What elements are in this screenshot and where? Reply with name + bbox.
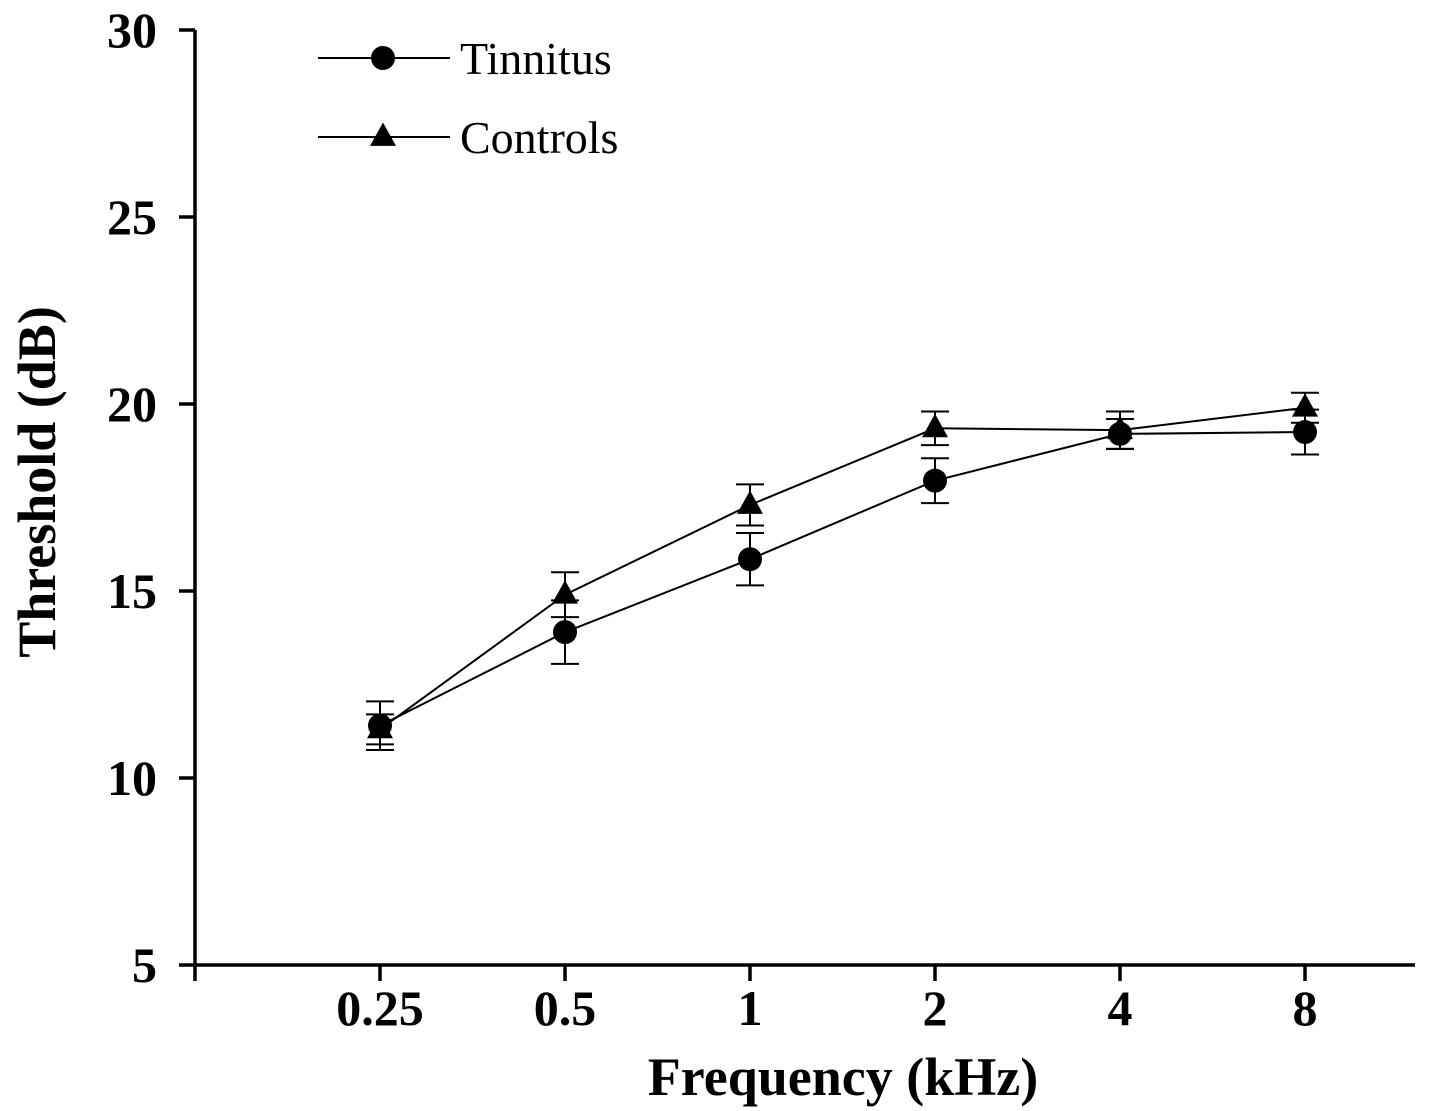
tinnitus-point — [738, 547, 762, 572]
controls-point — [552, 580, 578, 604]
x-tick-label: 8 — [1293, 980, 1318, 1036]
y-tick-label: 25 — [107, 189, 157, 245]
controls-point — [1107, 415, 1133, 440]
y-tick-label: 20 — [107, 376, 157, 432]
legend-label-tinnitus: Tinnitus — [460, 33, 612, 84]
x-axis-title: Frequency (kHz) — [648, 1047, 1038, 1107]
y-tick-label: 5 — [132, 937, 157, 993]
controls-line — [379, 406, 1306, 731]
legend-marker-tinnitus — [371, 46, 395, 70]
tinnitus-point — [923, 468, 947, 493]
plot-series — [366, 391, 1319, 751]
series-controls — [366, 391, 1319, 746]
y-axis-ticks: 5 10 15 20 25 30 — [107, 2, 195, 993]
tinnitus-point — [553, 620, 577, 645]
controls-point — [367, 714, 393, 739]
x-tick-label: 0.25 — [336, 980, 424, 1036]
x-tick-label: 0.5 — [534, 980, 597, 1036]
controls-point — [922, 413, 948, 438]
y-tick-label: 10 — [107, 750, 157, 806]
x-tick-label: 4 — [1108, 980, 1133, 1036]
chart-axes — [193, 30, 1415, 967]
tinnitus-line — [379, 431, 1306, 727]
y-tick-label: 30 — [107, 2, 157, 58]
series-tinnitus — [366, 408, 1319, 751]
controls-point — [1292, 393, 1318, 417]
legend-item-tinnitus: Tinnitus — [318, 33, 612, 84]
legend-marker-controls — [370, 122, 396, 146]
y-tick-label: 15 — [107, 563, 157, 619]
legend: Tinnitus Controls — [318, 33, 618, 163]
x-tick-label: 2 — [923, 980, 948, 1036]
controls-point — [737, 490, 763, 514]
legend-label-controls: Controls — [460, 112, 618, 163]
y-axis-title: Threshold (dB) — [7, 306, 67, 658]
tinnitus-point — [1293, 420, 1317, 445]
x-axis-ticks: 0.25 0.5 1 2 4 8 — [193, 965, 1318, 1036]
legend-item-controls: Controls — [318, 112, 618, 163]
x-tick-label: 1 — [738, 980, 763, 1036]
